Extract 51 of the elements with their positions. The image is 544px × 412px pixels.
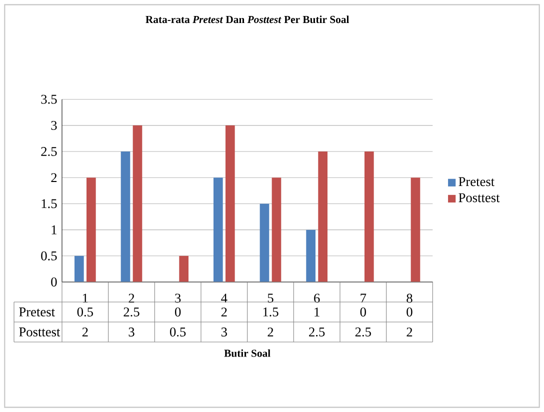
y-tick-label: 0.5 [41, 251, 57, 260]
x-tick-label: 3 [175, 294, 181, 303]
data-label: 0 [406, 308, 412, 316]
bar [318, 152, 328, 282]
y-tick-label: 1.5 [42, 199, 57, 208]
data-label: 1 [314, 308, 320, 316]
data-label: 2 [221, 308, 227, 316]
data-label: 0.5 [170, 327, 186, 337]
data-label: 1.5 [263, 308, 278, 316]
bar [86, 178, 96, 282]
bar [225, 125, 235, 282]
bar [306, 230, 316, 282]
x-tick-label: 5 [268, 294, 274, 303]
bar [260, 204, 270, 282]
data-label: 2.5 [124, 308, 140, 317]
y-tick-label: 3.5 [41, 94, 57, 104]
data-label: 2.5 [309, 328, 325, 337]
y-tick-label: 2 [51, 173, 57, 182]
x-tick-label: 6 [314, 294, 320, 303]
y-tick-label: 1 [52, 225, 56, 234]
data-label: 0 [175, 308, 181, 316]
data-label: 2 [406, 328, 412, 336]
x-tick-label: 8 [406, 294, 412, 303]
chart-title: Rata-rata Pretest Dan Posttest Per Butir Soal [146, 16, 350, 24]
x-tick-label: 2 [128, 294, 134, 303]
y-tick-label: 0 [51, 278, 57, 286]
data-label: 3 [221, 328, 227, 336]
data-label: 2 [268, 328, 274, 336]
data-label: 0.5 [77, 307, 93, 317]
bar [74, 256, 84, 282]
data-label: 2.5 [355, 328, 371, 337]
legend-label: Posttest [458, 193, 500, 202]
bar [364, 152, 374, 282]
text: Posttest [19, 328, 60, 336]
legend-label: Pretest [458, 177, 495, 186]
bar [213, 178, 223, 282]
bar [179, 256, 188, 282]
data-label: 2 [82, 328, 88, 336]
bar [132, 125, 142, 282]
x-tick-label: 7 [360, 294, 366, 302]
data-label: 3 [128, 328, 134, 336]
bar [410, 178, 420, 282]
data-label: 0 [360, 308, 366, 316]
bar [120, 152, 130, 282]
x-axis-title: Butir Soal [224, 349, 270, 357]
bar [272, 178, 282, 282]
x-tick-label: 1 [83, 294, 88, 303]
text: Pretest [19, 308, 55, 316]
y-tick-label: 2.5 [41, 147, 57, 156]
y-tick-label: 3 [51, 120, 57, 130]
x-tick-label: 4 [221, 294, 228, 303]
